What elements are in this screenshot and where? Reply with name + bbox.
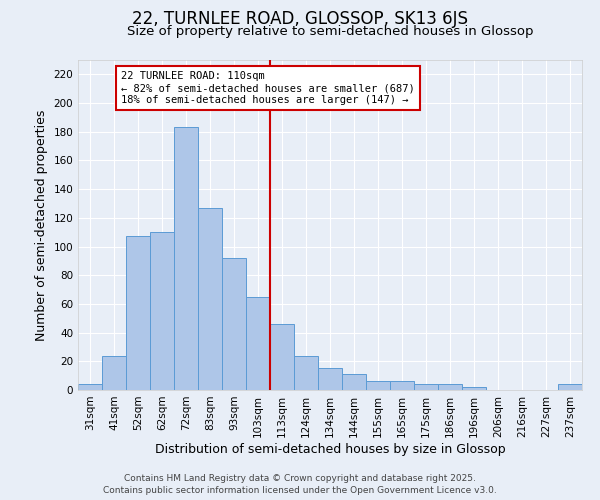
Bar	[438, 384, 462, 390]
Text: 22, TURNLEE ROAD, GLOSSOP, SK13 6JS: 22, TURNLEE ROAD, GLOSSOP, SK13 6JS	[132, 10, 468, 28]
Bar	[366, 382, 390, 390]
Text: Contains HM Land Registry data © Crown copyright and database right 2025.
Contai: Contains HM Land Registry data © Crown c…	[103, 474, 497, 495]
Bar	[126, 236, 150, 390]
Bar	[462, 387, 486, 390]
Bar	[270, 324, 294, 390]
Text: 22 TURNLEE ROAD: 110sqm
← 82% of semi-detached houses are smaller (687)
18% of s: 22 TURNLEE ROAD: 110sqm ← 82% of semi-de…	[121, 72, 415, 104]
X-axis label: Distribution of semi-detached houses by size in Glossop: Distribution of semi-detached houses by …	[155, 442, 505, 456]
Bar	[414, 384, 438, 390]
Bar	[174, 128, 198, 390]
Bar	[342, 374, 366, 390]
Bar	[150, 232, 174, 390]
Bar	[390, 382, 414, 390]
Title: Size of property relative to semi-detached houses in Glossop: Size of property relative to semi-detach…	[127, 25, 533, 38]
Y-axis label: Number of semi-detached properties: Number of semi-detached properties	[35, 110, 48, 340]
Bar	[198, 208, 222, 390]
Bar	[294, 356, 318, 390]
Bar	[558, 384, 582, 390]
Bar	[246, 296, 270, 390]
Bar	[78, 384, 102, 390]
Bar	[318, 368, 342, 390]
Bar	[102, 356, 126, 390]
Bar	[222, 258, 246, 390]
